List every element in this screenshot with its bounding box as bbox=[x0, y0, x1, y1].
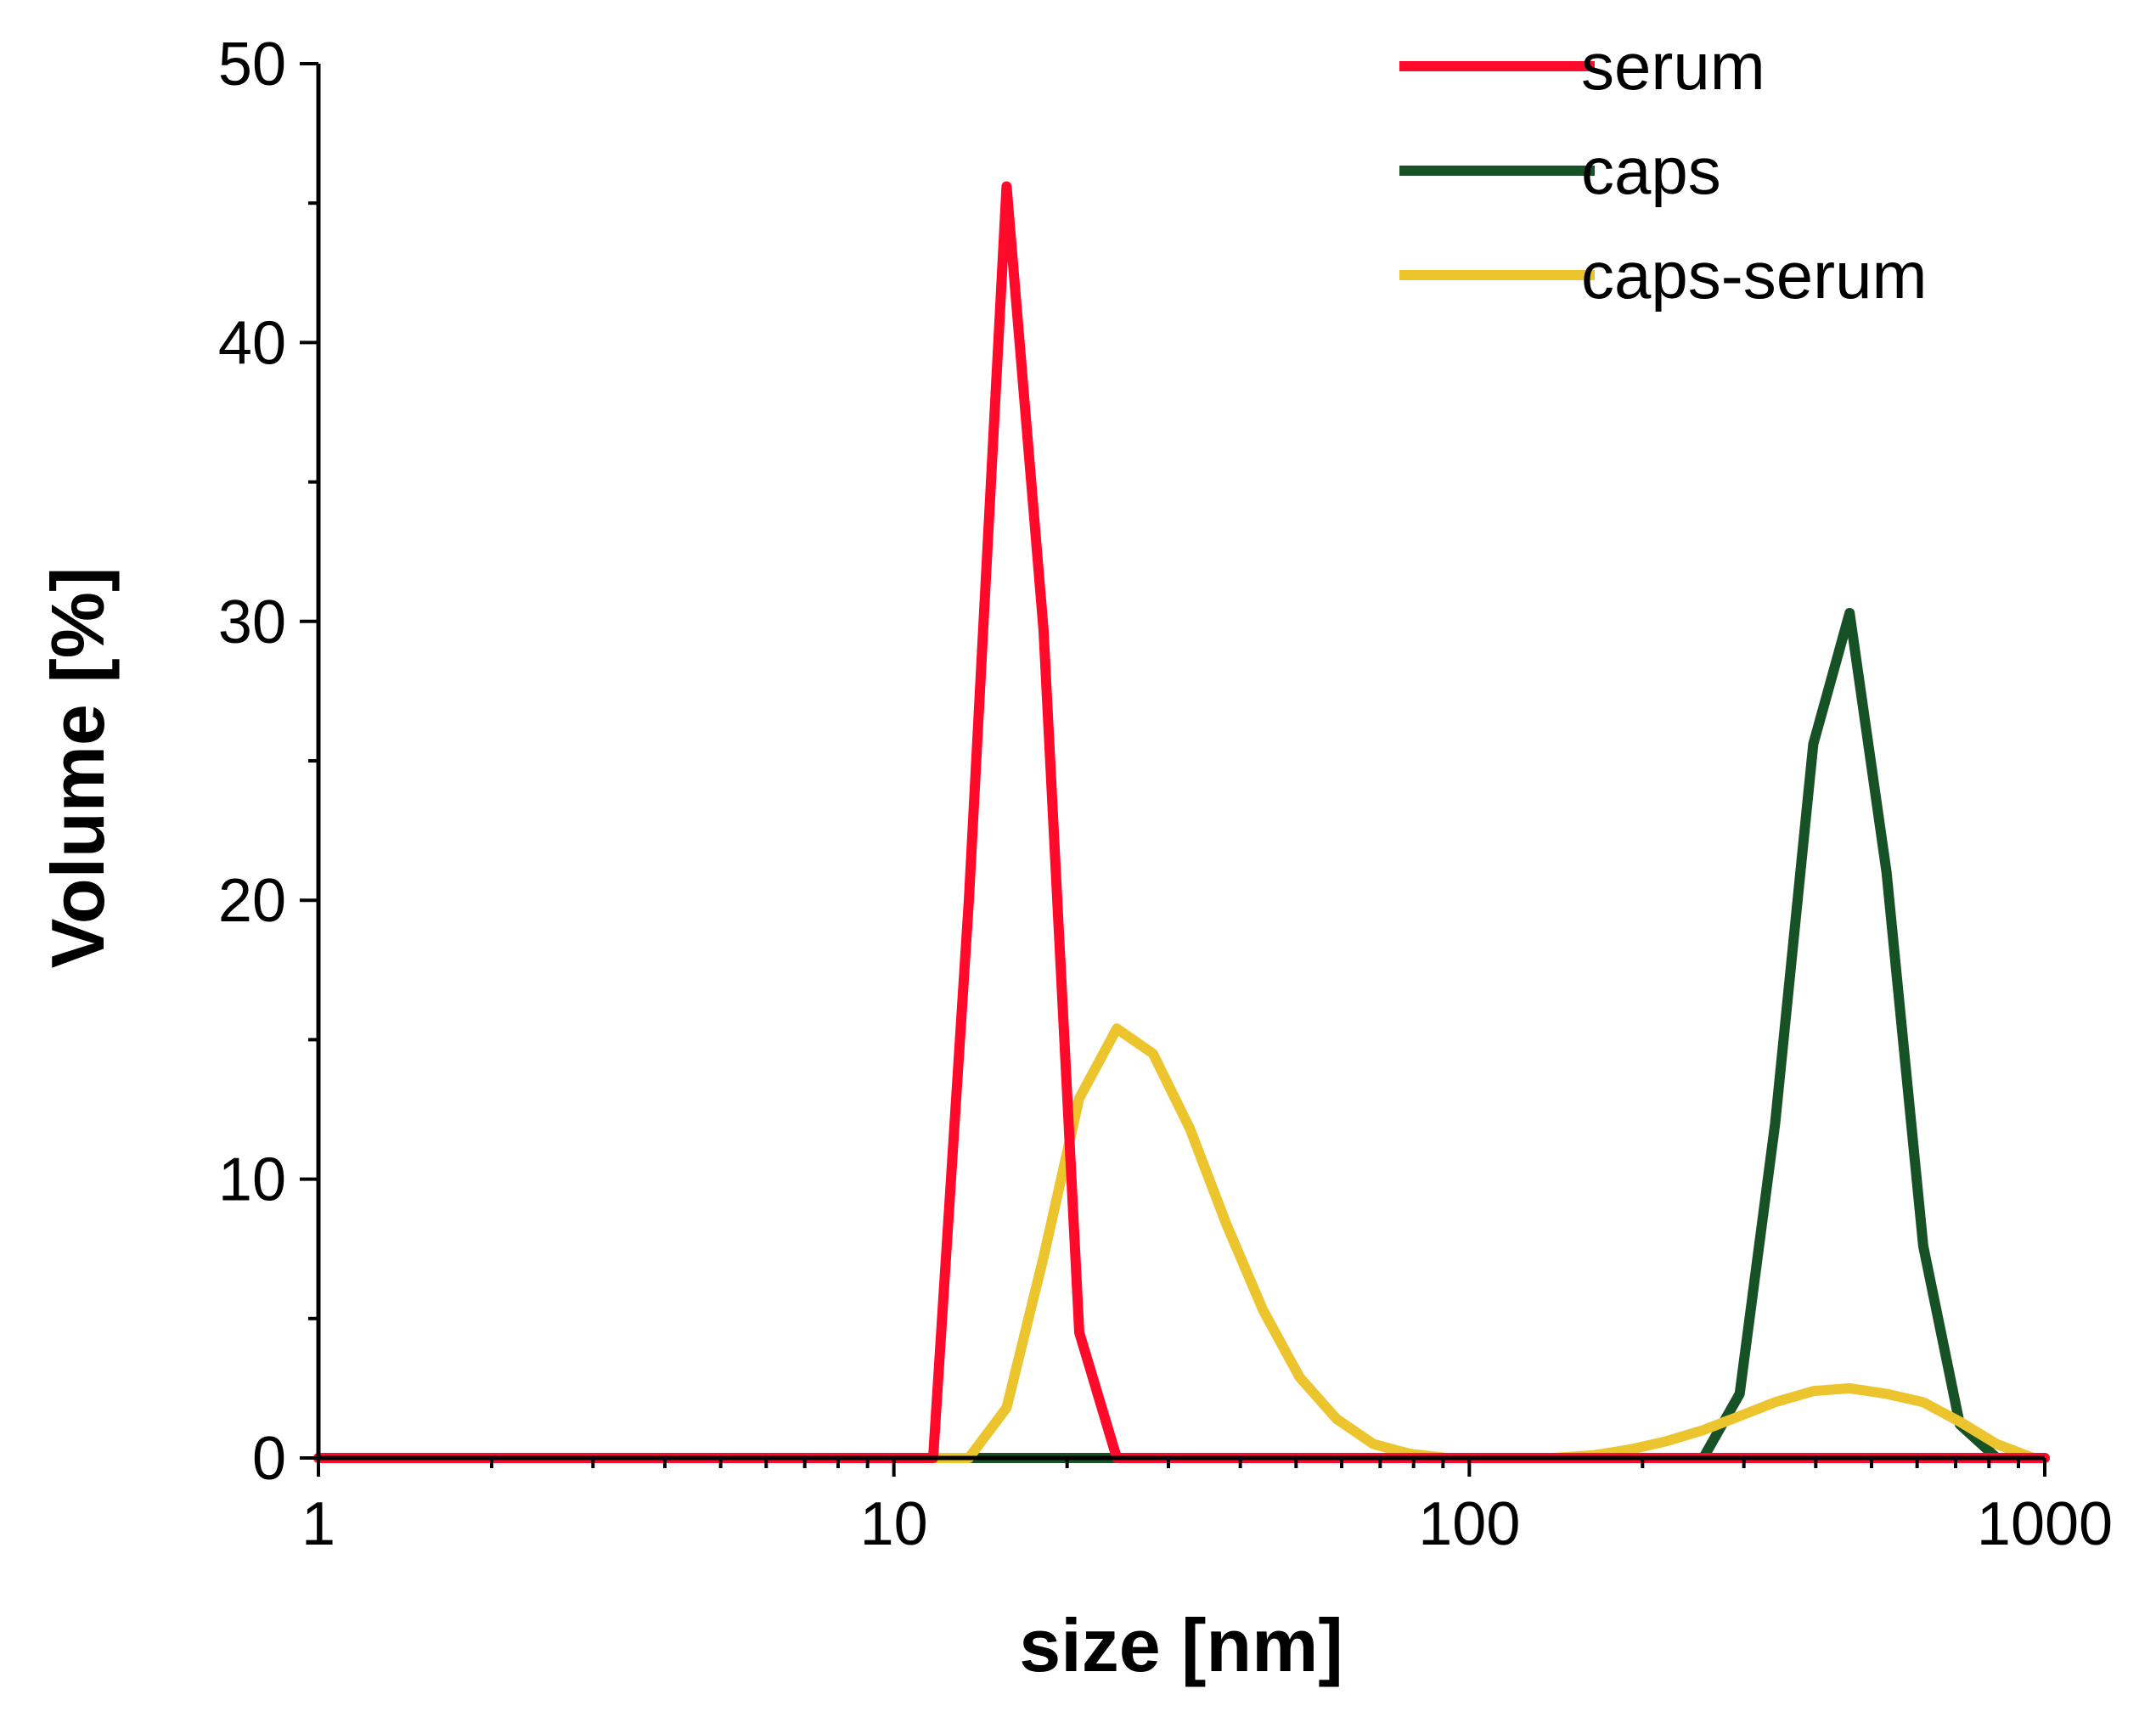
legend-label-caps-serum: caps-serum bbox=[1581, 238, 1927, 312]
series-layer bbox=[313, 181, 2050, 1463]
legend-label-serum: serum bbox=[1581, 29, 1765, 104]
series-line-caps-serum bbox=[313, 1023, 2050, 1463]
y-tick-label: 0 bbox=[252, 1425, 286, 1493]
tick-labels-layer: 1 10 100 1000 0 10 20 30 40 50 bbox=[218, 31, 2113, 1558]
legend-label-caps: caps bbox=[1581, 133, 1721, 208]
y-tick-label: 50 bbox=[218, 31, 286, 99]
y-axis-title: Volume [%] bbox=[36, 567, 120, 969]
series-line-caps bbox=[313, 607, 2050, 1463]
y-tick-label: 40 bbox=[218, 309, 286, 377]
x-tick-label: 1 bbox=[301, 1490, 335, 1558]
legend: serum caps caps-serum bbox=[1399, 29, 1927, 312]
ticks-layer bbox=[300, 62, 2046, 1477]
series-line-serum bbox=[313, 181, 2050, 1463]
x-tick-label: 10 bbox=[860, 1490, 928, 1558]
y-tick-label: 10 bbox=[218, 1146, 286, 1214]
x-axis-title: size [nm] bbox=[1019, 1603, 1343, 1687]
x-tick-label: 1000 bbox=[1977, 1490, 2113, 1558]
y-tick-label: 30 bbox=[218, 588, 286, 656]
y-tick-label: 20 bbox=[218, 867, 286, 935]
x-tick-label: 100 bbox=[1418, 1490, 1520, 1558]
